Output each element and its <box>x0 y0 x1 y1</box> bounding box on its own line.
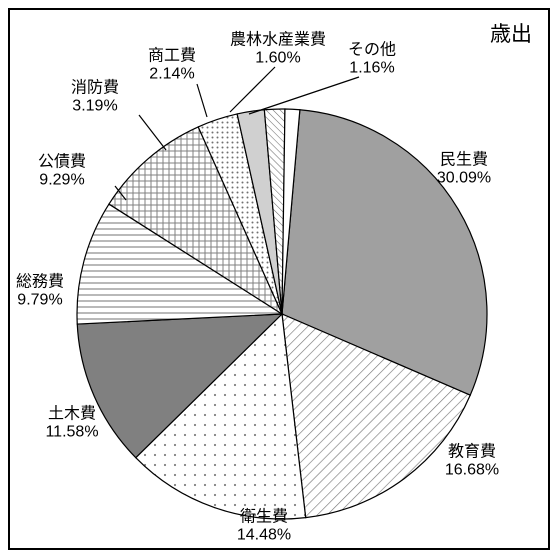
label-民生費: 民生費30.09% <box>437 152 491 189</box>
label-percent: 14.48% <box>237 527 291 545</box>
label-name: 総務費 <box>16 274 64 292</box>
label-name: 民生費 <box>437 152 491 170</box>
label-土木費: 土木費11.58% <box>45 406 98 443</box>
label-percent: 9.29% <box>38 172 86 190</box>
label-公債費: 公債費9.29% <box>38 154 86 191</box>
label-その他: その他1.16% <box>348 42 396 79</box>
label-percent: 16.68% <box>445 462 499 480</box>
label-消防費: 消防費3.19% <box>71 80 119 117</box>
label-percent: 2.14% <box>148 66 196 84</box>
label-name: 教育費 <box>445 444 499 462</box>
label-name: 公債費 <box>38 154 86 172</box>
label-percent: 9.79% <box>16 292 64 310</box>
label-percent: 1.16% <box>348 60 396 78</box>
label-percent: 11.58% <box>45 424 98 442</box>
label-商工費: 商工費2.14% <box>148 48 196 85</box>
chart-frame: 歳出 民生費30.09%教育費16.68%衛生費14.48%土木費11.58%総… <box>8 8 550 550</box>
label-percent: 1.60% <box>230 50 326 68</box>
label-農林水産業費: 農林水産業費1.60% <box>230 32 326 69</box>
label-name: 商工費 <box>148 48 196 66</box>
label-percent: 30.09% <box>437 170 491 188</box>
label-教育費: 教育費16.68% <box>445 444 499 481</box>
label-name: 消防費 <box>71 80 119 98</box>
label-総務費: 総務費9.79% <box>16 274 64 311</box>
label-percent: 3.19% <box>71 98 119 116</box>
label-name: 土木費 <box>45 406 98 424</box>
label-name: その他 <box>348 42 396 60</box>
label-衛生費: 衛生費14.48% <box>237 509 291 546</box>
label-name: 農林水産業費 <box>230 32 326 50</box>
label-name: 衛生費 <box>237 509 291 527</box>
